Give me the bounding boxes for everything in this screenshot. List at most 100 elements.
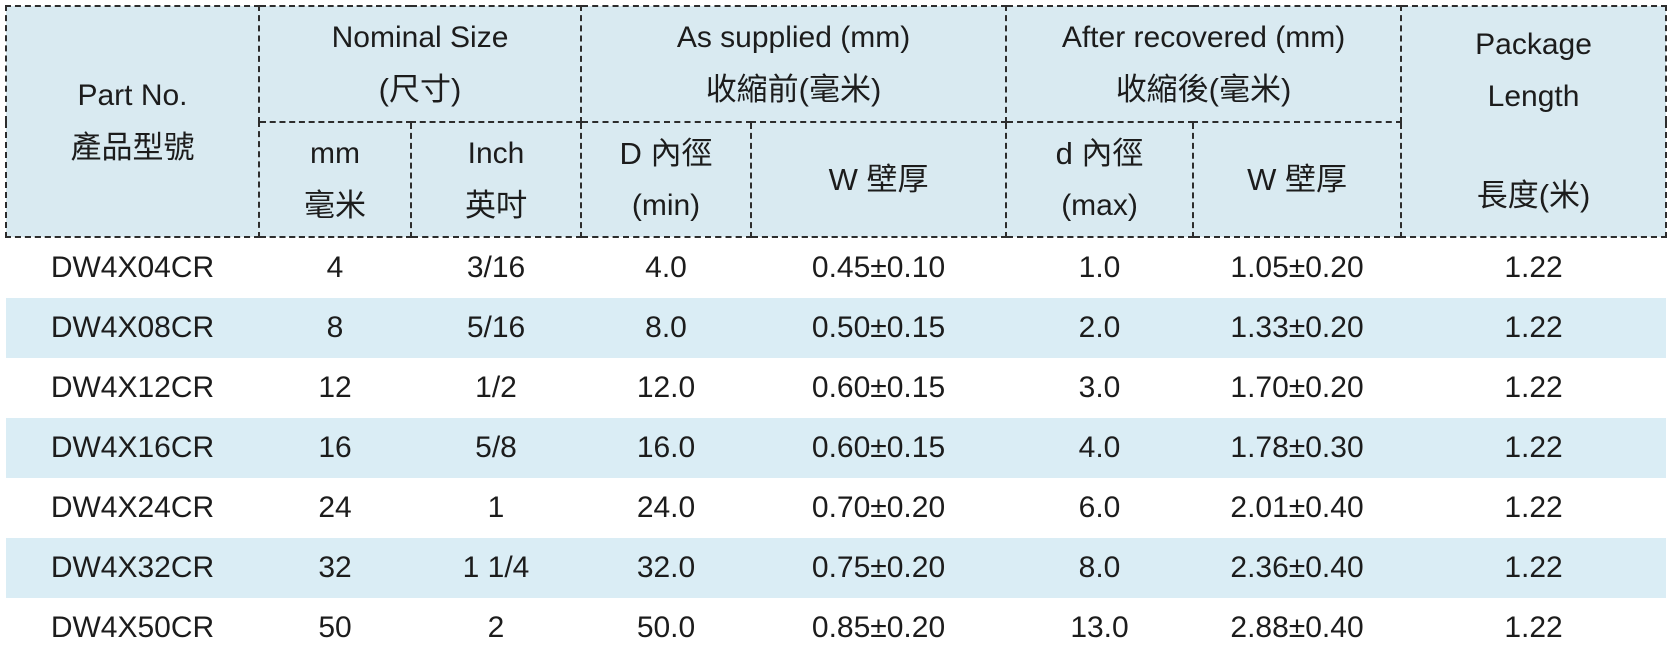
cell-mm: 24 bbox=[259, 478, 411, 538]
cell-d-max: 1.0 bbox=[1006, 237, 1194, 298]
product-spec-table: Part No. 產品型號 Nominal Size (尺寸) As suppl… bbox=[5, 5, 1668, 658]
cell-inch: 1 bbox=[411, 478, 582, 538]
cell-w-supplied: 0.45±0.10 bbox=[751, 237, 1007, 298]
header-nominal-size: Nominal Size (尺寸) bbox=[257, 5, 583, 123]
cell-w-recovered: 1.78±0.30 bbox=[1193, 418, 1402, 478]
cell-package-length: 1.22 bbox=[1401, 298, 1667, 358]
cell-d-min: 24.0 bbox=[581, 478, 752, 538]
table-row: DW4X08CR 8 5/16 8.0 0.50±0.15 2.0 1.33±0… bbox=[6, 298, 1667, 358]
header-part-no-en: Part No. bbox=[77, 78, 188, 112]
header-inch: Inch 英吋 bbox=[409, 121, 583, 238]
cell-part-no: DW4X12CR bbox=[6, 358, 259, 418]
header-d-min-line2: (min) bbox=[631, 188, 701, 222]
cell-inch: 5/16 bbox=[411, 298, 582, 358]
header-part-no: Part No. 產品型號 bbox=[5, 5, 260, 238]
cell-d-min: 12.0 bbox=[581, 358, 752, 418]
cell-package-length: 1.22 bbox=[1401, 237, 1667, 298]
cell-d-max: 13.0 bbox=[1006, 598, 1194, 658]
cell-mm: 12 bbox=[259, 358, 411, 418]
cell-part-no: DW4X16CR bbox=[6, 418, 259, 478]
header-as-supplied-en: As supplied (mm) bbox=[676, 21, 911, 54]
header-package-line2: Length bbox=[1487, 80, 1580, 113]
table-row: DW4X16CR 16 5/8 16.0 0.60±0.15 4.0 1.78±… bbox=[6, 418, 1667, 478]
cell-d-max: 4.0 bbox=[1006, 418, 1194, 478]
header-as-supplied: As supplied (mm) 收縮前(毫米) bbox=[580, 5, 1008, 123]
header-mm: mm 毫米 bbox=[258, 121, 412, 238]
header-package-cjk: 長度(米) bbox=[1476, 178, 1591, 213]
cell-w-recovered: 1.05±0.20 bbox=[1193, 237, 1402, 298]
cell-d-min: 16.0 bbox=[581, 418, 752, 478]
cell-w-supplied: 0.60±0.15 bbox=[751, 418, 1007, 478]
cell-inch: 1/2 bbox=[411, 358, 582, 418]
table-row: DW4X32CR 32 1 1/4 32.0 0.75±0.20 8.0 2.3… bbox=[6, 538, 1667, 598]
cell-mm: 16 bbox=[259, 418, 411, 478]
cell-w-recovered: 1.33±0.20 bbox=[1193, 298, 1402, 358]
header-d-max: d 內徑 (max) bbox=[1005, 121, 1195, 238]
cell-w-recovered: 2.88±0.40 bbox=[1193, 598, 1402, 658]
cell-part-no: DW4X32CR bbox=[6, 538, 259, 598]
cell-package-length: 1.22 bbox=[1401, 538, 1667, 598]
table-row: DW4X24CR 24 1 24.0 0.70±0.20 6.0 2.01±0.… bbox=[6, 478, 1667, 538]
header-package-length: Package Length 長度(米) bbox=[1400, 5, 1668, 238]
header-part-no-cjk: 產品型號 bbox=[70, 129, 195, 165]
cell-inch: 2 bbox=[411, 598, 582, 658]
header-sub-row: mm 毫米 Inch 英吋 D 內徑 (min) W 壁厚 d 內徑 (max)… bbox=[6, 121, 1666, 238]
header-mm-en: mm bbox=[310, 136, 360, 170]
header-group-row: Part No. 產品型號 Nominal Size (尺寸) As suppl… bbox=[5, 5, 1668, 238]
table-row: DW4X50CR 50 2 50.0 0.85±0.20 13.0 2.88±0… bbox=[6, 598, 1667, 658]
cell-part-no: DW4X08CR bbox=[6, 298, 259, 358]
cell-inch: 3/16 bbox=[411, 237, 582, 298]
cell-part-no: DW4X50CR bbox=[6, 598, 259, 658]
header-d-min: D 內徑 (min) bbox=[580, 121, 753, 238]
cell-w-supplied: 0.75±0.20 bbox=[751, 538, 1007, 598]
header-inch-en: Inch bbox=[467, 136, 525, 170]
header-w-recovered-label: W 壁厚 bbox=[1247, 161, 1347, 197]
cell-d-max: 3.0 bbox=[1006, 358, 1194, 418]
cell-inch: 5/8 bbox=[411, 418, 582, 478]
cell-w-supplied: 0.60±0.15 bbox=[751, 358, 1007, 418]
cell-w-supplied: 0.70±0.20 bbox=[751, 478, 1007, 538]
cell-part-no: DW4X04CR bbox=[6, 237, 259, 298]
header-after-recovered-cjk: 收縮後(毫米) bbox=[1115, 72, 1292, 107]
cell-mm: 8 bbox=[259, 298, 411, 358]
cell-mm: 4 bbox=[259, 237, 411, 298]
cell-w-supplied: 0.50±0.15 bbox=[751, 298, 1007, 358]
cell-w-recovered: 1.70±0.20 bbox=[1193, 358, 1402, 418]
header-d-min-line1: D 內徑 bbox=[619, 135, 713, 171]
cell-package-length: 1.22 bbox=[1401, 358, 1667, 418]
cell-package-length: 1.22 bbox=[1401, 598, 1667, 658]
cell-part-no: DW4X24CR bbox=[6, 478, 259, 538]
cell-d-min: 8.0 bbox=[581, 298, 752, 358]
header-after-recovered: After recovered (mm) 收縮後(毫米) bbox=[1005, 5, 1403, 123]
cell-d-max: 6.0 bbox=[1006, 478, 1194, 538]
header-inch-cjk: 英吋 bbox=[465, 187, 527, 223]
cell-w-recovered: 2.01±0.40 bbox=[1193, 478, 1402, 538]
cell-d-min: 50.0 bbox=[581, 598, 752, 658]
header-nominal-size-en: Nominal Size bbox=[331, 21, 509, 54]
header-d-max-line1: d 內徑 bbox=[1055, 135, 1144, 171]
header-d-max-line2: (max) bbox=[1061, 188, 1138, 222]
header-w-supplied: W 壁厚 bbox=[750, 121, 1008, 238]
cell-inch: 1 1/4 bbox=[411, 538, 582, 598]
header-mm-cjk: 毫米 bbox=[304, 187, 366, 223]
cell-w-recovered: 2.36±0.40 bbox=[1193, 538, 1402, 598]
header-after-recovered-en: After recovered (mm) bbox=[1061, 21, 1346, 54]
table-header: Part No. 產品型號 Nominal Size (尺寸) As suppl… bbox=[5, 5, 1668, 238]
cell-package-length: 1.22 bbox=[1401, 418, 1667, 478]
header-w-recovered: W 壁厚 bbox=[1192, 121, 1403, 238]
cell-d-min: 32.0 bbox=[581, 538, 752, 598]
table-row: DW4X12CR 12 1/2 12.0 0.60±0.15 3.0 1.70±… bbox=[6, 358, 1667, 418]
cell-d-max: 8.0 bbox=[1006, 538, 1194, 598]
cell-d-min: 4.0 bbox=[581, 237, 752, 298]
table-row: DW4X04CR 4 3/16 4.0 0.45±0.10 1.0 1.05±0… bbox=[6, 237, 1667, 298]
cell-mm: 50 bbox=[259, 598, 411, 658]
cell-d-max: 2.0 bbox=[1006, 298, 1194, 358]
cell-package-length: 1.22 bbox=[1401, 478, 1667, 538]
header-w-supplied-label: W 壁厚 bbox=[828, 161, 929, 197]
header-nominal-size-cjk: (尺寸) bbox=[378, 72, 462, 107]
header-as-supplied-cjk: 收縮前(毫米) bbox=[705, 72, 882, 107]
cell-w-supplied: 0.85±0.20 bbox=[751, 598, 1007, 658]
header-package-line1: Package bbox=[1475, 28, 1592, 61]
cell-mm: 32 bbox=[259, 538, 411, 598]
table-body: DW4X04CR 4 3/16 4.0 0.45±0.10 1.0 1.05±0… bbox=[6, 237, 1667, 658]
